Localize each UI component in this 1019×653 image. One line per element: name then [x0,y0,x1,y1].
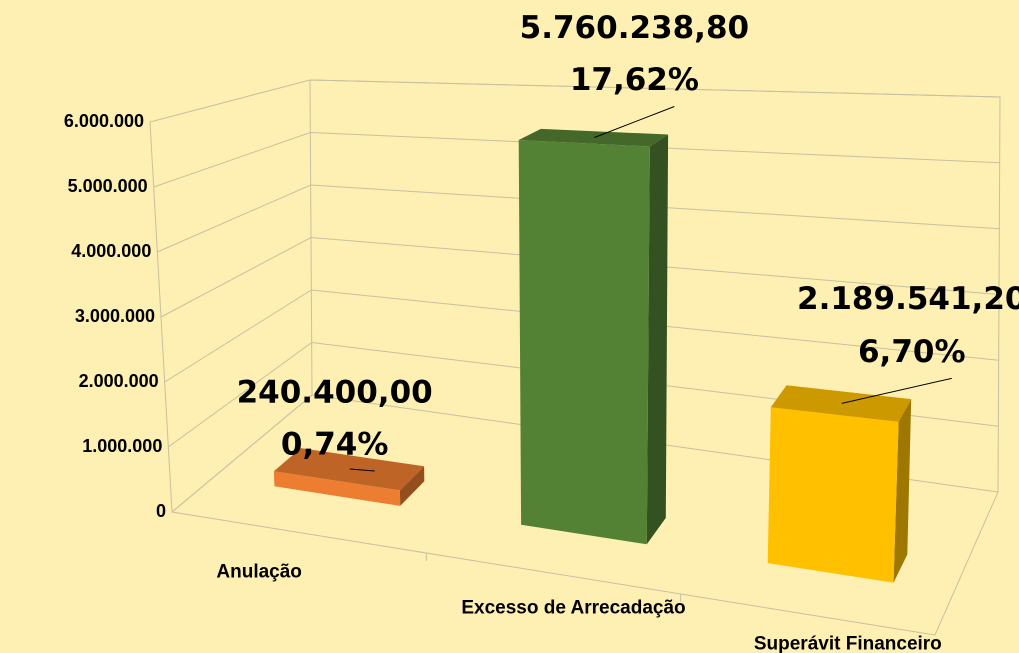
grid-line [160,236,1000,318]
bar-front [518,140,650,545]
grid-line [149,79,1001,123]
grid-line [157,184,1000,253]
bar-side [646,134,669,545]
value-label: 5.760.238,80 [520,10,749,46]
leader-line [841,377,952,404]
bar-top [273,448,425,491]
y-tick-label: 4.000.000 [71,241,151,261]
y-tick-label: 1.000.000 [82,436,162,456]
share-label: 6,70% [858,334,966,370]
bar-side [893,399,912,583]
grid-line [168,341,999,448]
value-label: 2.189.541,20 [797,281,1019,317]
bar [273,448,425,506]
grid-line [164,289,999,383]
leader-line [349,468,375,472]
share-label: 17,62% [570,62,699,98]
bar-side [399,466,425,506]
x-tick-label: Superávit Financeiro [754,634,942,653]
bar-top [770,385,912,422]
grid-line [171,394,999,513]
bar [518,128,669,545]
x-tick-label: Anulação [216,562,302,583]
share-label: 0,74% [281,427,389,463]
y-tick-label: 0 [156,501,166,521]
x-tick-label: Excesso de Arrecadação [461,598,685,619]
y-tick-label: 2.000.000 [79,371,159,391]
bar-front [767,407,899,583]
y-tick-label: 6.000.000 [64,111,144,131]
y-tick-label: 3.000.000 [75,306,155,326]
value-label: 240.400,00 [237,375,433,411]
leader-line [594,106,675,138]
bar-top [518,128,669,147]
grid-line [153,131,1000,188]
bar-front [273,471,401,506]
bar [767,385,912,583]
y-tick-label: 5.000.000 [68,176,148,196]
